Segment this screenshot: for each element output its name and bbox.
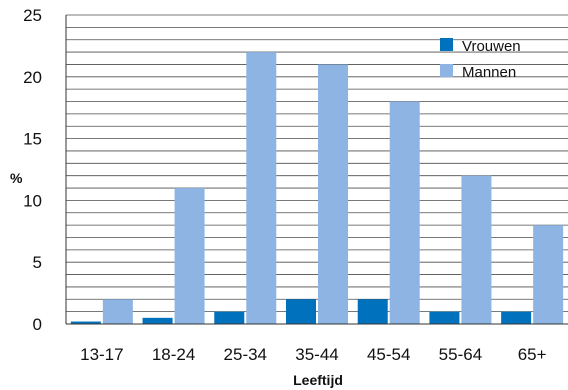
x-tick-label: 45-54	[367, 345, 410, 364]
bar-mannen-45-54	[389, 101, 420, 325]
bar-vrouwen-25-34	[214, 311, 245, 324]
legend-label-vrouwen: Vrouwen	[462, 38, 521, 55]
grid-lines	[66, 14, 568, 313]
bar-mannen-65+	[533, 225, 564, 324]
bar-vrouwen-18-24	[142, 317, 173, 324]
axes	[65, 15, 568, 325]
y-tick-label: 15	[23, 130, 42, 149]
legend-swatch-mannen	[440, 64, 453, 77]
y-tick-label: 0	[33, 315, 42, 334]
y-axis-label: %	[10, 170, 23, 186]
x-tick-label: 13-17	[80, 345, 123, 364]
y-tick-label: 10	[23, 191, 42, 210]
bar-vrouwen-55-64	[429, 311, 460, 324]
bar-mannen-13-17	[102, 299, 133, 324]
bar-vrouwen-13-17	[70, 321, 101, 324]
y-tick-labels: 0 5 10 15 20 25	[23, 6, 42, 334]
x-axis-label: Leeftijd	[293, 372, 343, 388]
x-tick-label: 25-34	[224, 345, 267, 364]
legend-label-mannen: Mannen	[462, 64, 516, 81]
x-tick-label: 35-44	[295, 345, 338, 364]
y-tick-label: 20	[23, 68, 42, 87]
y-tick-label: 5	[33, 253, 42, 272]
bar-vrouwen-35-44	[286, 299, 316, 324]
x-tick-label: 55-64	[439, 345, 482, 364]
bar-mannen-35-44	[318, 64, 348, 324]
x-tick-labels: 13-17 18-24 25-34 35-44 45-54 55-64 65+	[80, 345, 547, 364]
x-tick-label: 65+	[518, 345, 547, 364]
legend: Vrouwen Mannen	[440, 38, 521, 81]
bar-mannen-55-64	[461, 175, 492, 324]
bars	[70, 52, 564, 325]
x-tick-label: 18-24	[152, 345, 195, 364]
legend-swatch-vrouwen	[440, 38, 453, 51]
bar-vrouwen-65+	[501, 311, 532, 324]
bar-mannen-25-34	[246, 52, 277, 325]
bar-mannen-18-24	[174, 188, 205, 324]
y-tick-label: 25	[23, 6, 42, 25]
bar-vrouwen-45-54	[357, 299, 388, 324]
